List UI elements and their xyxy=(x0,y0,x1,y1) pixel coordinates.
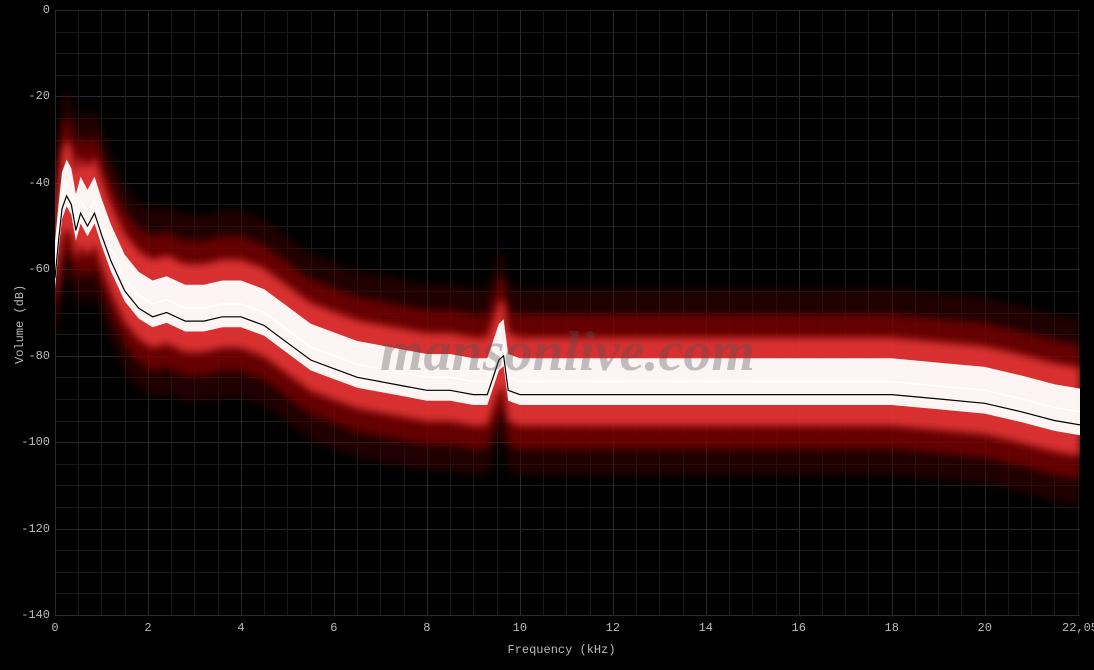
x-tick-label: 6 xyxy=(330,621,337,635)
x-tick-label: 16 xyxy=(792,621,806,635)
x-tick-label: 18 xyxy=(885,621,899,635)
x-tick-label: 2 xyxy=(144,621,151,635)
spectrum-chart: mansonlive.com Volume (dB) Frequency (kH… xyxy=(0,0,1094,670)
x-tick-label: 14 xyxy=(699,621,713,635)
x-tick-label: 8 xyxy=(423,621,430,635)
spectrum-svg xyxy=(0,0,1094,670)
y-tick-label: -60 xyxy=(15,262,50,276)
y-tick-label: -40 xyxy=(15,176,50,190)
y-tick-label: -80 xyxy=(15,349,50,363)
x-tick-label: 20 xyxy=(978,621,992,635)
x-tick-label: 4 xyxy=(237,621,244,635)
x-tick-label: 22,05 xyxy=(1062,621,1094,635)
x-tick-label: 10 xyxy=(513,621,527,635)
y-tick-label: -140 xyxy=(15,608,50,622)
y-tick-label: 0 xyxy=(15,3,50,17)
y-tick-label: -100 xyxy=(15,435,50,449)
x-axis-title: Frequency (kHz) xyxy=(508,643,616,657)
x-tick-label: 0 xyxy=(51,621,58,635)
x-tick-label: 12 xyxy=(606,621,620,635)
y-tick-label: -120 xyxy=(15,522,50,536)
y-tick-label: -20 xyxy=(15,89,50,103)
